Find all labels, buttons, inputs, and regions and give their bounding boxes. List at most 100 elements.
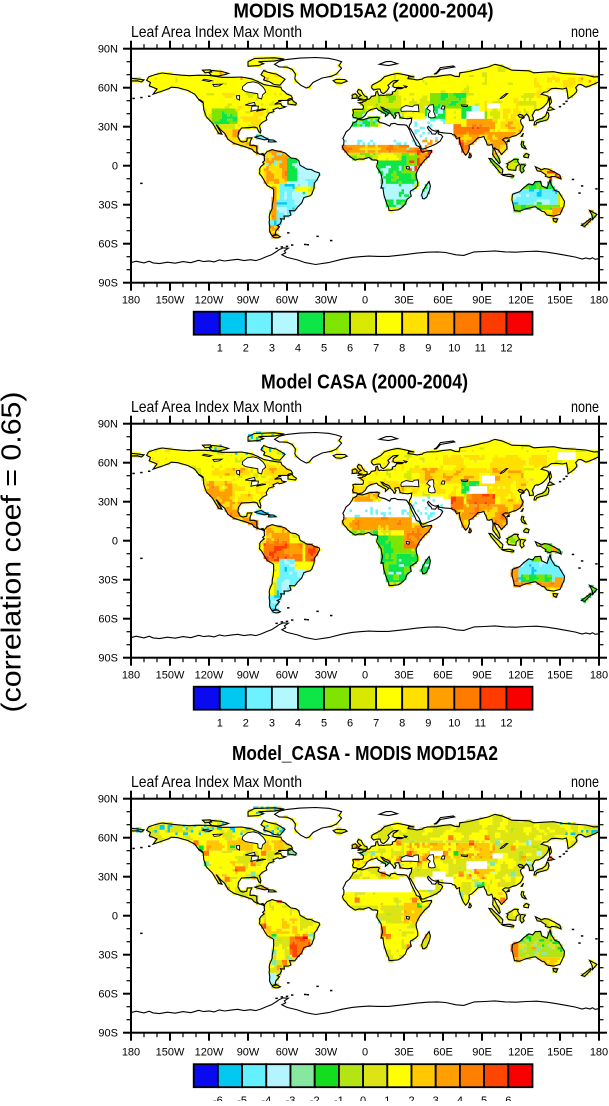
svg-text:90S: 90S — [98, 1028, 118, 1040]
svg-text:3: 3 — [269, 343, 275, 355]
svg-text:150W: 150W — [156, 295, 185, 307]
svg-text:90E: 90E — [472, 670, 492, 682]
svg-text:30W: 30W — [315, 1047, 338, 1059]
svg-text:60E: 60E — [433, 1047, 453, 1059]
svg-text:180: 180 — [590, 670, 608, 682]
svg-text:60W: 60W — [276, 670, 299, 682]
svg-text:6: 6 — [347, 718, 353, 730]
svg-text:none: none — [571, 774, 599, 791]
svg-text:9: 9 — [425, 718, 431, 730]
svg-text:120W: 120W — [195, 1047, 224, 1059]
svg-text:2: 2 — [243, 343, 249, 355]
svg-text:150W: 150W — [156, 670, 185, 682]
svg-text:1: 1 — [384, 1095, 390, 1101]
svg-text:3: 3 — [269, 718, 275, 730]
svg-text:5: 5 — [481, 1095, 487, 1101]
svg-text:60S: 60S — [98, 239, 118, 251]
svg-text:12: 12 — [500, 718, 512, 730]
svg-text:Model_CASA - MODIS MOD15A2: Model_CASA - MODIS MOD15A2 — [232, 743, 498, 765]
svg-text:90N: 90N — [98, 44, 118, 56]
svg-text:0: 0 — [112, 911, 118, 923]
svg-text:180: 180 — [590, 1047, 608, 1059]
svg-text:4: 4 — [295, 343, 301, 355]
svg-text:0: 0 — [360, 1095, 366, 1101]
svg-text:150E: 150E — [547, 295, 573, 307]
svg-text:30E: 30E — [394, 1047, 414, 1059]
svg-text:11: 11 — [475, 343, 486, 355]
svg-text:7: 7 — [373, 718, 379, 730]
svg-text:150E: 150E — [547, 670, 573, 682]
svg-text:120E: 120E — [508, 295, 534, 307]
svg-text:90N: 90N — [98, 794, 118, 806]
svg-text:30E: 30E — [394, 295, 414, 307]
svg-text:4: 4 — [295, 718, 301, 730]
svg-text:-5: -5 — [237, 1095, 247, 1101]
svg-text:none: none — [571, 399, 599, 416]
svg-text:-2: -2 — [310, 1095, 320, 1101]
svg-text:none: none — [571, 24, 599, 41]
svg-text:90E: 90E — [472, 1047, 492, 1059]
svg-text:60N: 60N — [98, 833, 118, 845]
svg-text:90W: 90W — [237, 1047, 260, 1059]
svg-text:0: 0 — [112, 161, 118, 173]
svg-text:30W: 30W — [315, 295, 338, 307]
svg-text:Leaf Area Index Max Month: Leaf Area Index Max Month — [131, 774, 302, 791]
svg-text:1: 1 — [217, 343, 223, 355]
svg-text:30N: 30N — [98, 872, 118, 884]
svg-text:60E: 60E — [433, 670, 453, 682]
svg-text:120W: 120W — [195, 295, 224, 307]
svg-text:60S: 60S — [98, 614, 118, 626]
svg-text:30E: 30E — [394, 670, 414, 682]
svg-text:150E: 150E — [547, 1047, 573, 1059]
svg-text:180: 180 — [122, 295, 140, 307]
svg-text:4: 4 — [457, 1095, 463, 1101]
svg-text:Leaf Area Index Max Month: Leaf Area Index Max Month — [131, 399, 302, 416]
svg-text:5: 5 — [321, 343, 327, 355]
svg-text:90S: 90S — [98, 653, 118, 665]
svg-text:11: 11 — [475, 718, 486, 730]
svg-text:60E: 60E — [433, 295, 453, 307]
svg-text:(correlation coef = 0.65): (correlation coef = 0.65) — [0, 392, 27, 713]
svg-text:9: 9 — [425, 343, 431, 355]
svg-text:8: 8 — [399, 718, 405, 730]
svg-text:60S: 60S — [98, 989, 118, 1001]
svg-text:30N: 30N — [98, 122, 118, 134]
svg-text:0: 0 — [362, 670, 368, 682]
svg-text:120W: 120W — [195, 670, 224, 682]
svg-text:12: 12 — [500, 343, 512, 355]
svg-text:7: 7 — [373, 343, 379, 355]
svg-text:90W: 90W — [237, 295, 260, 307]
svg-text:60N: 60N — [98, 83, 118, 95]
svg-text:30W: 30W — [315, 670, 338, 682]
svg-text:Model CASA (2000-2004): Model CASA (2000-2004) — [261, 372, 468, 394]
svg-text:-3: -3 — [286, 1095, 296, 1101]
svg-text:1: 1 — [217, 718, 223, 730]
svg-text:180: 180 — [590, 295, 608, 307]
svg-text:10: 10 — [448, 718, 460, 730]
svg-text:6: 6 — [505, 1095, 511, 1101]
svg-text:-4: -4 — [261, 1095, 271, 1101]
svg-text:150W: 150W — [156, 1047, 185, 1059]
svg-text:60W: 60W — [276, 295, 299, 307]
svg-text:90S: 90S — [98, 278, 118, 290]
svg-text:0: 0 — [362, 295, 368, 307]
svg-text:120E: 120E — [508, 1047, 534, 1059]
svg-text:60W: 60W — [276, 1047, 299, 1059]
svg-text:3: 3 — [433, 1095, 439, 1101]
svg-text:0: 0 — [112, 536, 118, 548]
svg-text:30S: 30S — [98, 200, 118, 212]
svg-text:30N: 30N — [98, 497, 118, 509]
svg-text:90N: 90N — [98, 419, 118, 431]
svg-text:8: 8 — [399, 343, 405, 355]
svg-text:10: 10 — [448, 343, 460, 355]
svg-text:5: 5 — [321, 718, 327, 730]
svg-text:2: 2 — [408, 1095, 414, 1101]
svg-text:6: 6 — [347, 343, 353, 355]
svg-text:0: 0 — [362, 1047, 368, 1059]
svg-text:2: 2 — [243, 718, 249, 730]
svg-text:30S: 30S — [98, 575, 118, 587]
svg-text:Leaf Area Index Max Month: Leaf Area Index Max Month — [131, 24, 302, 41]
svg-text:180: 180 — [122, 1047, 140, 1059]
svg-text:-6: -6 — [213, 1095, 223, 1101]
svg-text:120E: 120E — [508, 670, 534, 682]
